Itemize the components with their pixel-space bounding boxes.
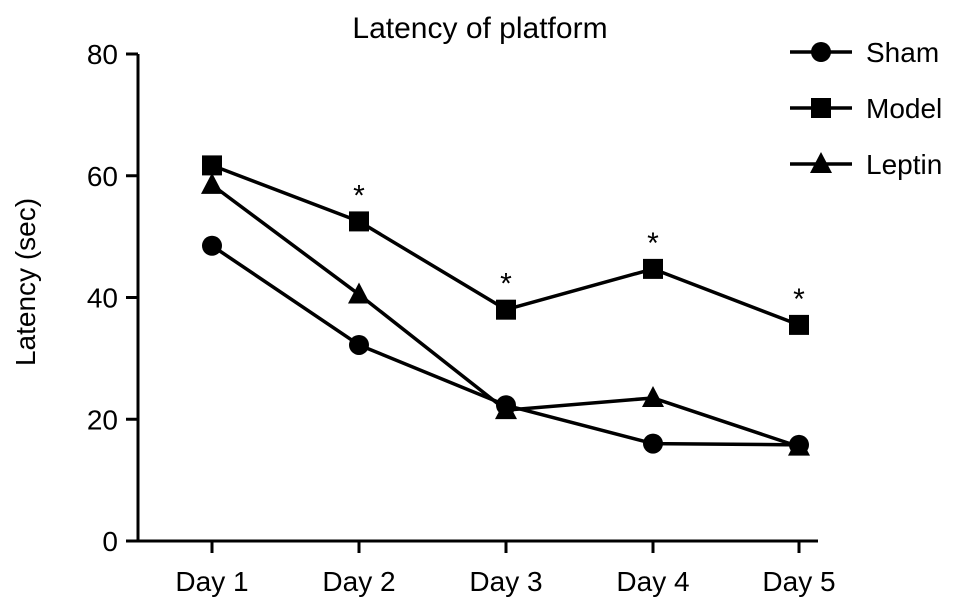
- significance-marker: *: [500, 268, 512, 301]
- data-point-leptin: [788, 434, 810, 456]
- legend-label-model: Model: [866, 93, 942, 124]
- data-point-leptin: [642, 385, 664, 407]
- x-tick-label: Day 3: [469, 566, 542, 597]
- significance-marker: *: [793, 283, 805, 316]
- x-tick-label: Day 2: [322, 566, 395, 597]
- series-model: [202, 155, 809, 335]
- x-tick-label: Day 5: [762, 566, 835, 597]
- data-point-model: [349, 211, 369, 232]
- legend-marker-sham: [811, 42, 831, 62]
- x-tick-label: Day 4: [616, 566, 689, 597]
- legend-item-model: Model: [790, 93, 942, 124]
- legend-marker-leptin: [810, 152, 832, 173]
- y-tick-label: 60: [87, 161, 118, 192]
- data-point-leptin: [495, 398, 517, 420]
- legend-item-leptin: Leptin: [790, 149, 942, 180]
- chart-title: Latency of platform: [352, 12, 607, 45]
- data-point-sham: [643, 433, 663, 454]
- data-point-model: [202, 155, 222, 176]
- data-point-sham: [202, 235, 222, 256]
- significance-marker: *: [647, 227, 659, 260]
- y-tick-label: 80: [87, 39, 118, 70]
- data-point-model: [789, 314, 809, 335]
- data-point-model: [496, 299, 516, 320]
- y-tick-label: 0: [102, 526, 118, 557]
- x-tick-label: Day 1: [175, 566, 248, 597]
- y-tick-label: 20: [87, 404, 118, 435]
- y-tick-label: 40: [87, 283, 118, 314]
- data-point-leptin: [348, 282, 370, 304]
- data-point-model: [643, 258, 663, 279]
- legend-label-leptin: Leptin: [866, 149, 942, 180]
- data-point-leptin: [201, 172, 223, 194]
- significance-marker: *: [353, 179, 365, 212]
- legend-label-sham: Sham: [866, 37, 939, 68]
- legend-marker-model: [811, 98, 831, 118]
- legend: Sham Model Leptin: [790, 37, 942, 180]
- series-leptin: [201, 172, 810, 456]
- y-axis-label: Latency (sec): [10, 198, 41, 366]
- data-point-sham: [349, 334, 369, 355]
- legend-item-sham: Sham: [790, 37, 939, 68]
